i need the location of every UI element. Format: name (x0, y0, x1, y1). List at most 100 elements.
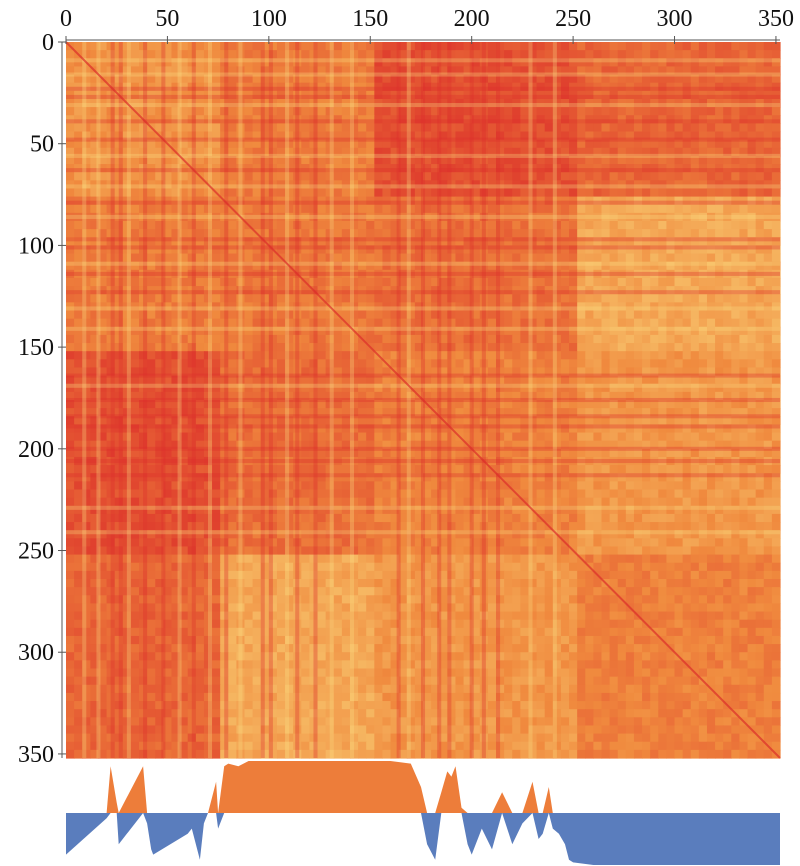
heatmap-cell (447, 90, 457, 100)
heatmap-cell (66, 424, 75, 434)
heatmap-cell (658, 164, 668, 173)
heatmap-cell (723, 229, 732, 238)
heatmap-cell (252, 204, 262, 214)
heatmap-cell (447, 359, 457, 369)
heatmap-cell (593, 326, 603, 336)
heatmap-cell (244, 481, 254, 491)
heatmap-cell (560, 367, 570, 377)
heatmap-cell (252, 416, 262, 426)
heatmap-cell (698, 326, 708, 336)
heatmap-cell (479, 188, 489, 198)
heatmap-cell (147, 391, 156, 401)
heatmap-cell (147, 98, 156, 108)
heatmap-cell (617, 131, 627, 141)
heatmap-cell (625, 131, 635, 141)
heatmap-cell (690, 465, 700, 474)
heatmap-cell (455, 164, 465, 173)
heatmap-cell (203, 164, 213, 173)
heatmap-cell (276, 318, 286, 328)
heatmap-cell (528, 261, 538, 271)
heatmap-cell (114, 204, 124, 214)
heatmap-cell (82, 164, 91, 173)
heatmap-cell (220, 221, 229, 230)
heatmap-cell (455, 359, 465, 369)
heatmap-cell (512, 383, 521, 393)
heatmap-cell (333, 408, 343, 417)
heatmap-cell (236, 391, 246, 401)
heatmap-cell (609, 367, 619, 377)
heatmap-cell (601, 147, 611, 157)
heatmap-cell (423, 416, 432, 426)
heatmap-cell (666, 416, 676, 426)
heatmap-cell (171, 253, 181, 263)
heatmap-cell (577, 237, 586, 247)
heatmap-cell (755, 432, 765, 442)
heatmap-cell (260, 383, 270, 393)
heatmap-cell (520, 229, 530, 238)
heatmap-cell (706, 115, 716, 124)
heatmap-cell (163, 42, 173, 51)
heatmap-cell (349, 212, 359, 222)
heatmap-cell (747, 237, 757, 247)
heatmap-cell (349, 286, 359, 295)
heatmap-cell (552, 497, 562, 507)
heatmap-cell (122, 400, 132, 409)
heatmap-cell (276, 359, 286, 369)
heatmap-cell (195, 294, 205, 303)
heatmap-cell (682, 367, 692, 377)
heatmap-cell (130, 465, 140, 474)
heatmap-cell (658, 465, 668, 474)
heatmap-cell (439, 139, 448, 149)
heatmap-cell (301, 416, 311, 426)
heatmap-cell (90, 212, 100, 222)
heatmap-cell (601, 180, 611, 190)
heatmap-cell (496, 212, 505, 222)
heatmap-cell (617, 424, 627, 434)
heatmap-cell (650, 359, 659, 369)
heatmap-cell (625, 269, 635, 279)
heatmap-cell (771, 229, 781, 238)
heatmap-cell (763, 139, 773, 149)
heatmap-cell (455, 180, 465, 190)
heatmap-cell (625, 432, 635, 442)
heatmap-cell (666, 400, 676, 409)
heatmap-cell (268, 66, 278, 76)
heatmap-cell (268, 400, 278, 409)
heatmap-cell (220, 440, 229, 450)
heatmap-cell (236, 42, 246, 51)
heatmap-cell (617, 326, 627, 336)
heatmap-cell (325, 155, 335, 165)
heatmap-cell (520, 74, 530, 84)
heatmap-cell (90, 82, 100, 92)
heatmap-cell (98, 400, 108, 409)
heatmap-cell (463, 188, 473, 198)
heatmap-cell (585, 343, 594, 352)
heatmap-cell (366, 334, 375, 344)
heatmap-cell (195, 155, 205, 165)
heatmap-cell (706, 408, 716, 417)
heatmap-cell (674, 473, 684, 482)
heatmap-cell (487, 196, 497, 206)
heatmap-cell (236, 310, 246, 320)
heatmap-cell (139, 400, 148, 409)
heatmap-cell (203, 473, 213, 482)
heatmap-cell (414, 58, 424, 68)
heatmap-cell (715, 147, 724, 157)
heatmap-cell (487, 229, 497, 238)
heatmap-cell (723, 115, 732, 124)
heatmap-cell (585, 432, 594, 442)
heatmap-cell (698, 229, 708, 238)
heatmap-cell (358, 448, 367, 458)
heatmap-cell (504, 432, 513, 442)
heatmap-cell (439, 489, 448, 499)
heatmap-cell (617, 164, 627, 173)
heatmap-cell (179, 237, 189, 247)
heatmap-cell (658, 50, 668, 59)
heatmap-cell (187, 326, 197, 336)
heatmap-cell (763, 375, 773, 385)
heatmap-cell (682, 229, 692, 238)
heatmap-cell (585, 294, 594, 303)
heatmap-cell (609, 473, 619, 482)
heatmap-cell (260, 261, 270, 271)
heatmap-cell (739, 172, 749, 181)
